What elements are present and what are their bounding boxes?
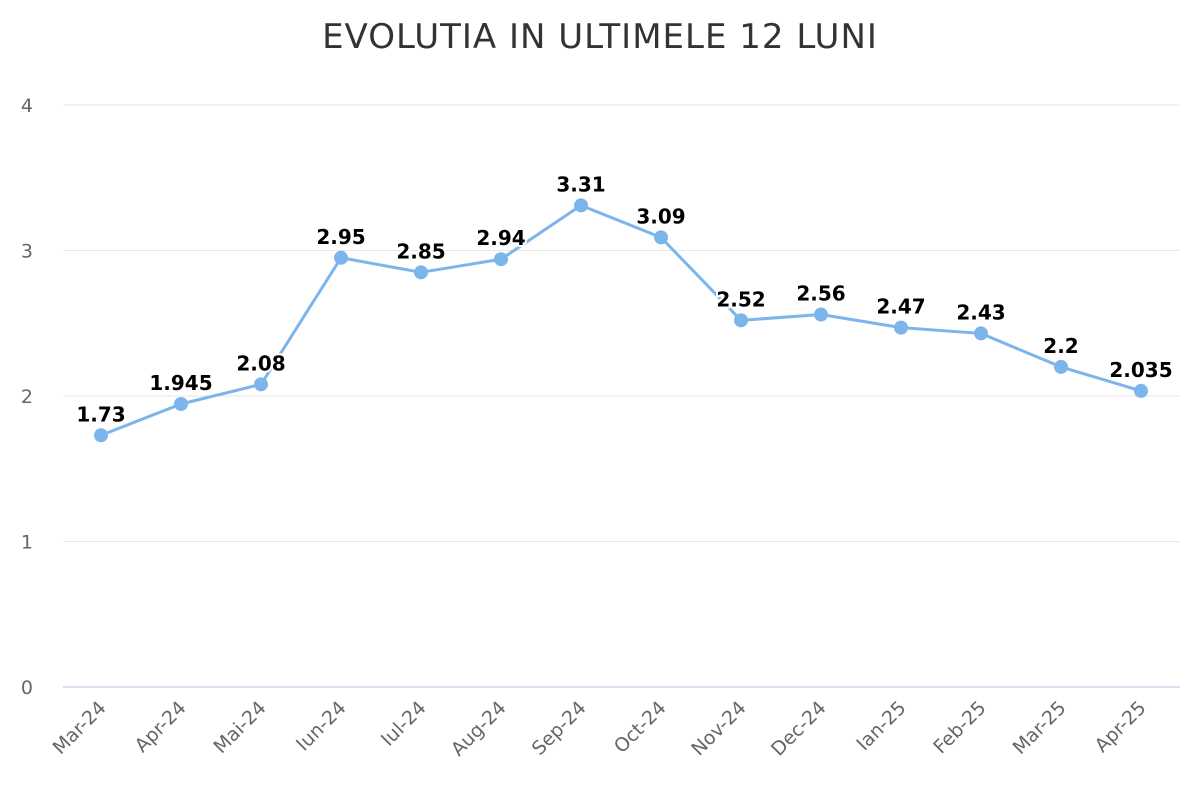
x-tick-label: Feb-25 [929, 697, 990, 758]
x-tick-label: Apr-24 [131, 697, 191, 757]
data-label: 2.52 [716, 287, 765, 311]
data-label: 2.47 [876, 295, 925, 319]
y-tick-label: 4 [21, 95, 33, 117]
x-tick-label: Aug-24 [447, 697, 511, 761]
data-label: 1.945 [149, 371, 212, 395]
data-label: 1.73 [76, 402, 125, 426]
data-label: 2.85 [396, 239, 445, 263]
x-axis-ticks: Mar-24 Apr-24 Mai-24 Iun-24 Iul-24 Aug-24 Sep-… [49, 697, 1151, 761]
data-point [254, 377, 268, 392]
x-tick-label: Dec-24 [767, 697, 831, 761]
series-line [100, 203, 1142, 437]
data-label: 3.09 [636, 204, 685, 228]
data-label: 2.035 [1109, 358, 1172, 382]
x-tick-label: Ian-25 [852, 697, 910, 755]
data-labels: 1.73 1.945 2.08 2.95 2.85 2.94 3.31 3.09 2.52 2.5… [74, 170, 1174, 428]
data-point [94, 428, 108, 443]
data-label: 2.2 [1043, 334, 1078, 358]
data-label: 3.31 [556, 172, 605, 196]
data-point [814, 307, 828, 322]
data-point [654, 230, 668, 245]
chart-title: EVOLUTIA IN ULTIMELE 12 LUNI [322, 17, 878, 57]
data-point [894, 320, 908, 335]
x-tick-label: Mai-24 [209, 697, 270, 758]
data-label: 2.56 [796, 282, 845, 306]
data-point [1054, 359, 1068, 374]
data-points [94, 198, 1148, 443]
data-point [1134, 383, 1148, 398]
x-tick-label: Iun-24 [292, 697, 351, 756]
y-tick-label: 2 [21, 386, 33, 408]
data-label: 2.43 [956, 300, 1005, 324]
data-point [174, 397, 188, 412]
data-point [494, 252, 508, 267]
x-tick-label: Sep-24 [528, 697, 591, 760]
data-point [734, 313, 748, 328]
data-label: 2.08 [236, 351, 285, 375]
x-tick-label: Iul-24 [377, 697, 431, 751]
gridlines [63, 104, 1180, 542]
x-tick-label: Mar-24 [49, 697, 111, 759]
y-tick-label: 3 [21, 241, 33, 263]
data-point [974, 326, 988, 341]
y-axis-ticks: 0 1 2 3 4 [21, 95, 33, 699]
x-tick-label: Oct-24 [610, 697, 671, 758]
x-tick-label: Mar-25 [1009, 697, 1071, 759]
x-tick-label: Apr-25 [1091, 697, 1151, 757]
y-tick-label: 1 [21, 532, 33, 554]
data-label: 2.94 [476, 226, 525, 250]
y-tick-label: 0 [21, 677, 33, 699]
data-point [334, 250, 348, 265]
data-point [414, 265, 428, 280]
data-point [574, 198, 588, 213]
data-label: 2.95 [316, 225, 365, 249]
x-tick-label: Nov-24 [687, 697, 750, 760]
